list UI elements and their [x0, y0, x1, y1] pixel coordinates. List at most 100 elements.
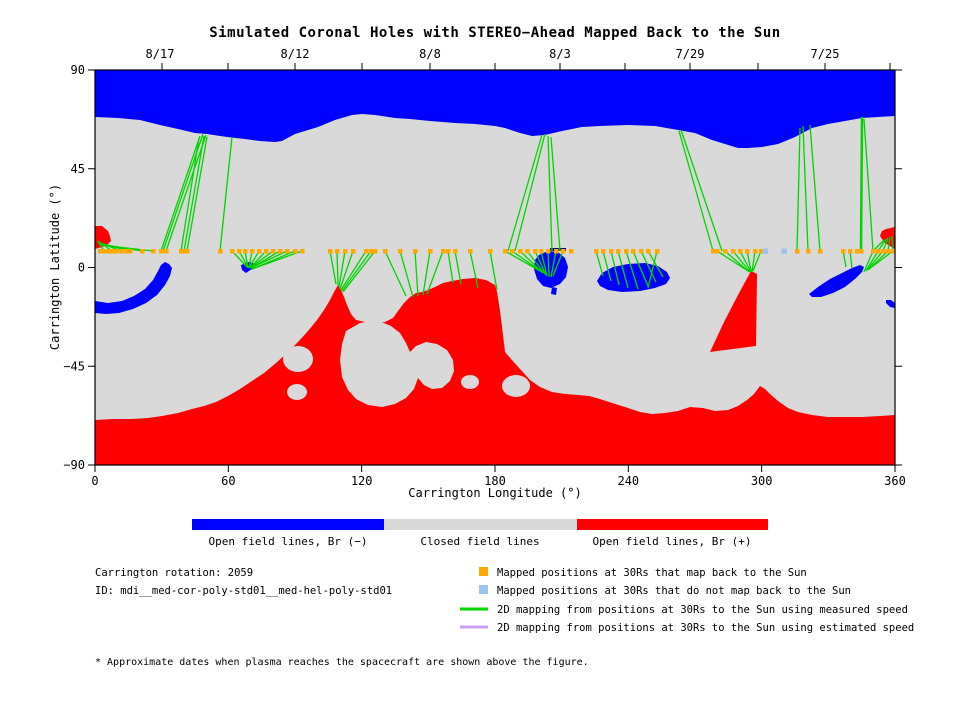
mapped-position-dot [237, 249, 242, 254]
measured-mapping-line [250, 250, 288, 269]
region-neg-jellyfish-tail [551, 287, 557, 295]
measured-mapping-line [752, 250, 762, 272]
region-neg-crescent-hole [95, 262, 172, 314]
measured-mapping-line [238, 250, 249, 268]
unmapped-position-dot [762, 248, 768, 254]
x-axis-label: Carrington Longitude (°) [408, 486, 581, 500]
x-tick-label: 240 [617, 474, 639, 488]
mapped-position-dot [818, 249, 823, 254]
region-north-polar-hole [95, 70, 895, 148]
colorbar-pos-swatch [577, 519, 768, 530]
mapped-position-dot [715, 249, 720, 254]
axis-ticks [88, 63, 902, 472]
mapped-position-dot [848, 249, 853, 254]
measured-mapping-line [414, 250, 419, 297]
measured-mapping-line [186, 136, 208, 252]
mapped-position-dot [257, 249, 262, 254]
field-regions [95, 70, 895, 465]
measured-mapping-line [519, 250, 544, 274]
measured-mapping-line [739, 250, 752, 273]
measured-mapping-line [244, 250, 249, 269]
x-tick-label: 180 [484, 474, 506, 488]
mapped-position-dot [646, 249, 651, 254]
mapped-position-dot [364, 249, 369, 254]
measured-mapping-line [339, 250, 354, 290]
mapped-positions-icon [479, 567, 488, 576]
mapped-position-dot [179, 249, 184, 254]
mapped-position-dot [841, 249, 846, 254]
mapped-position-dot [533, 249, 538, 254]
mapped-position-dot [806, 249, 811, 254]
measured-mapping-line [249, 250, 274, 269]
measured-mapping-line [647, 250, 664, 278]
measured-mapping-line [165, 134, 207, 252]
measured-mapping-line [550, 250, 557, 278]
mapped-position-dot [446, 249, 451, 254]
colorbar-neg-swatch [192, 519, 384, 530]
measured-mapping-line [342, 250, 376, 293]
measured-mapping-line [802, 125, 809, 252]
measured-mapping-line [329, 250, 337, 285]
mapped-position-dot [140, 249, 145, 254]
measured-mapping-line [859, 116, 864, 252]
legend-item-measured: 2D mapping from positions at 30Rs to the… [497, 604, 908, 616]
mapped-position-dot [124, 249, 129, 254]
measured-mapping-line [595, 250, 604, 277]
measured-mapping-line [341, 250, 372, 292]
measured-mapping-line [422, 250, 431, 296]
mapped-position-dot [128, 249, 133, 254]
measured-mapping-line [219, 136, 233, 252]
measured-mapping-line [248, 250, 260, 269]
mapped-position-dot [182, 249, 187, 254]
measured-mapping-line [526, 250, 546, 275]
mapped-position-dot [351, 249, 356, 254]
y-tick-label: −90 [63, 458, 85, 472]
mapped-position-dot [855, 249, 860, 254]
measured-mapping-line [716, 250, 749, 272]
measured-mapping-line [796, 127, 801, 252]
mapped-position-dot [218, 249, 223, 254]
region-closed-lake-e [502, 375, 530, 397]
mapped-position-dot [106, 249, 111, 254]
measured-mapping-line [732, 250, 751, 273]
mapped-position-dot [539, 249, 544, 254]
measured-mapping-line [231, 250, 248, 268]
measured-mapping-line [863, 250, 874, 273]
colorbar-neg-label: Open field lines, Br (−) [209, 535, 368, 548]
mapped-position-dot [738, 249, 743, 254]
measured-mapping-line [887, 236, 891, 252]
mapped-position-dot [639, 249, 644, 254]
x-tick-label: 360 [884, 474, 906, 488]
measured-mapping-line [248, 250, 253, 269]
legend: Mapped positions at 30Rs that map back t… [460, 567, 914, 634]
mapped-position-dot [561, 249, 566, 254]
measured-mapping-line [183, 135, 205, 252]
mapped-position-dot [546, 249, 551, 254]
mapped-position-dot [110, 249, 115, 254]
measured-mapping-line [399, 250, 414, 298]
mapped-position-dot [891, 249, 896, 254]
measured-mapping-line [454, 250, 462, 285]
measured-mapping-line [891, 235, 894, 252]
measured-mapping-line [746, 250, 752, 272]
colorbar-closed-swatch [384, 519, 577, 530]
measured-mapping-line [426, 250, 444, 295]
measured-mapping-line [863, 118, 874, 252]
measured-mapping-line [469, 250, 479, 289]
mapped-position-dot [114, 249, 119, 254]
measured-mapping-line [868, 250, 894, 270]
measured-mapping-line [849, 250, 853, 269]
top-date-label: 8/3 [549, 47, 571, 61]
legend-item-estimated: 2D mapping from positions at 30Rs to the… [497, 622, 914, 634]
x-tick-label: 120 [351, 474, 373, 488]
measured-mapping-line [625, 250, 639, 290]
region-neg-right-edge-squiggle [886, 300, 895, 308]
measured-mapping-line [647, 250, 658, 289]
measured-mapping-line [540, 250, 548, 277]
mapped-position-dot [441, 249, 446, 254]
mapped-position-dot [745, 249, 750, 254]
mapped-position-dot [369, 249, 374, 254]
axis-tick-labels: 0 60 120 180 240 300 360 90 45 0 −45 −90 8/17 8/12 8/8… [63, 47, 906, 488]
mapped-position-dot [510, 249, 515, 254]
mapped-position-dot [468, 249, 473, 254]
